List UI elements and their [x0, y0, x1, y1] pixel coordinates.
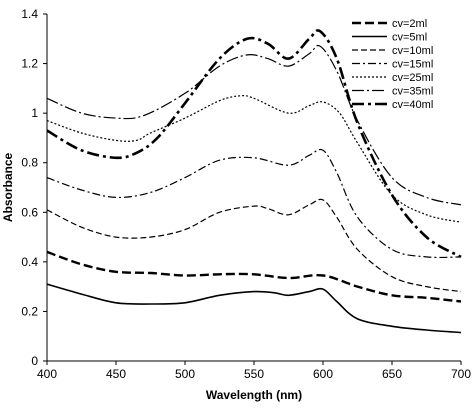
legend-entry: cv=5ml [392, 32, 427, 44]
legend-entry: cv=15ml [392, 59, 433, 71]
series-line-cv-10ml [46, 198, 462, 293]
legend-entry: cv=10ml [392, 45, 433, 57]
legend-entry: cv=25ml [392, 72, 433, 84]
y-tick-label: 0 [31, 354, 38, 368]
x-tick-label: 650 [382, 367, 402, 381]
x-tick-label: 500 [175, 367, 195, 381]
x-tick-label: 700 [451, 367, 471, 381]
series-layer [46, 29, 462, 334]
series-line-cv-2ml [46, 250, 462, 303]
series-line-cv-5ml [46, 283, 462, 334]
x-tick-label: 450 [106, 367, 126, 381]
x-tick-label: 550 [244, 367, 264, 381]
legend-entry: cv=40ml [392, 99, 433, 111]
y-tick-label: 1.2 [21, 57, 38, 71]
y-tick-label: 0.6 [21, 205, 38, 219]
legend-entry: cv=2ml [392, 18, 427, 30]
y-tick-label: 0.8 [21, 156, 38, 170]
legend-entry: cv=35ml [392, 86, 433, 98]
tick-labels: 400 450 500 550 600 650 700 0 0.2 0.4 0.6 0.8 1 1.2 1.… [21, 7, 471, 381]
axes [43, 13, 462, 365]
series-line-cv-40ml [46, 29, 462, 259]
series-line-cv-25ml [46, 95, 462, 223]
y-tick-label: 0.2 [21, 304, 38, 318]
x-tick-label: 600 [313, 367, 333, 381]
y-tick-label: 0.4 [21, 255, 38, 269]
x-axis-label: Wavelength (nm) [206, 388, 302, 402]
series-line-cv-35ml [46, 44, 462, 206]
y-tick-label: 1 [31, 106, 38, 120]
x-tick-label: 400 [37, 367, 57, 381]
y-tick-label: 1.4 [21, 7, 38, 21]
series-line-cv-15ml [46, 148, 462, 259]
y-axis-label: Absorbance [1, 153, 15, 223]
